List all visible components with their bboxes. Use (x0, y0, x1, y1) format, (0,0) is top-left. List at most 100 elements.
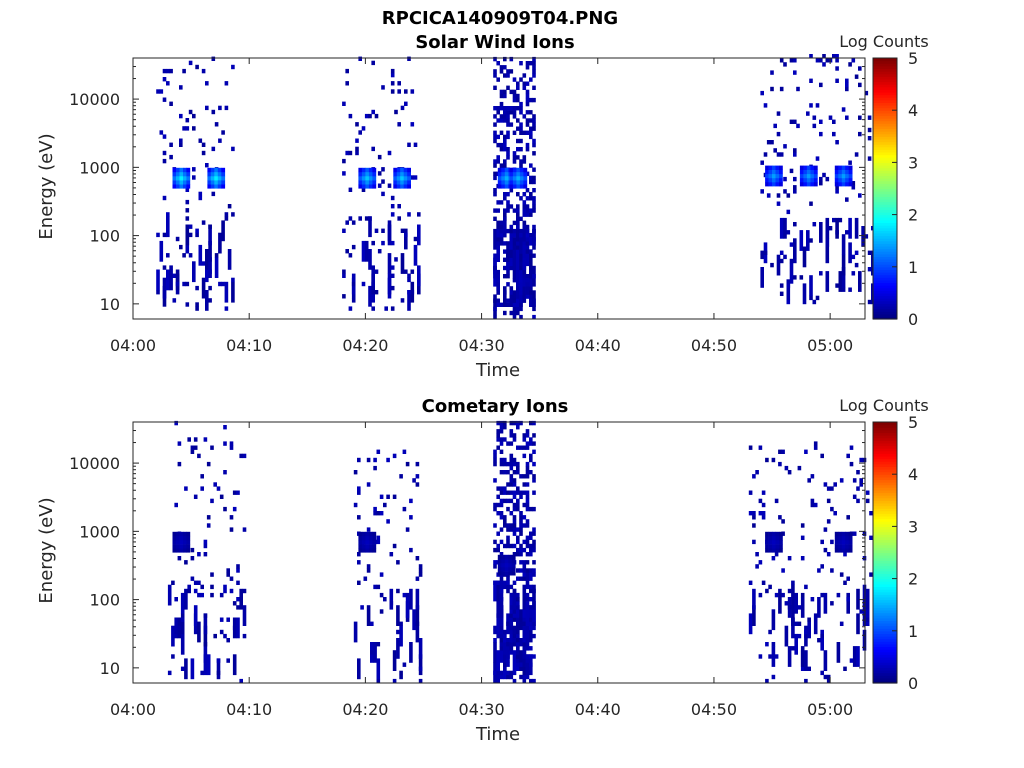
colorbar-segment (873, 476, 897, 481)
bin (846, 453, 850, 459)
bin (166, 216, 170, 238)
y-tick-label: 10000 (69, 454, 120, 473)
peak-bin (845, 169, 849, 175)
bin (516, 506, 520, 512)
bin (503, 420, 507, 426)
bin (763, 250, 768, 255)
bin (493, 192, 497, 197)
bin (208, 285, 212, 291)
bin (774, 552, 779, 557)
bin (778, 592, 782, 614)
y-tick-label: 10000 (69, 90, 120, 109)
bin (838, 271, 843, 292)
peak-bin (372, 540, 377, 545)
bin (525, 245, 530, 267)
bin (525, 498, 530, 504)
peak-bin (848, 173, 853, 179)
peak-bin (172, 531, 177, 537)
peak-bin (775, 544, 780, 549)
peak-bin (361, 180, 366, 185)
bin (516, 138, 520, 144)
bin (509, 613, 514, 635)
bin (201, 220, 206, 225)
bin (503, 662, 507, 667)
peak-bin (221, 167, 226, 173)
bin (532, 621, 536, 626)
bin (516, 81, 520, 86)
bin (213, 633, 217, 639)
bin (748, 613, 753, 635)
peak-bin (845, 165, 849, 170)
colorbar-tick-label: 1 (908, 258, 918, 277)
colorbar-segment (873, 298, 897, 302)
bin (499, 93, 504, 99)
bin (807, 666, 811, 671)
bin (193, 445, 198, 450)
bin (793, 119, 797, 124)
bin (171, 654, 175, 659)
bin (499, 588, 504, 594)
bin (509, 89, 514, 95)
bin (366, 568, 371, 573)
peak-bin (176, 548, 180, 553)
bin (854, 74, 859, 79)
colorbar-tick-label: 3 (908, 153, 918, 172)
colorbar-segment (873, 235, 897, 239)
bin (231, 146, 235, 152)
bin (819, 271, 823, 276)
bin (503, 633, 507, 655)
bin (195, 285, 199, 291)
bin (812, 222, 817, 227)
colorbar-segment (873, 154, 897, 158)
peak-bin (214, 171, 219, 177)
peak-bin (179, 180, 184, 185)
bin (809, 238, 813, 243)
colorbar-segment (873, 609, 897, 614)
colorbar-segment (873, 636, 897, 640)
bin (752, 511, 756, 516)
bin (856, 498, 860, 504)
peak-bin (210, 180, 215, 185)
bin (791, 646, 795, 651)
bin (198, 244, 203, 266)
bin (499, 461, 504, 467)
bin (765, 678, 769, 684)
bin (509, 122, 514, 127)
peak-bin (512, 171, 517, 177)
bin (493, 175, 497, 181)
peak-bin (779, 177, 783, 183)
bin (779, 283, 784, 288)
bin (519, 662, 523, 667)
bin (779, 291, 784, 296)
bin (532, 314, 536, 320)
bin (236, 568, 240, 573)
colorbar-segment (873, 303, 897, 307)
bin (846, 592, 850, 614)
bin (529, 654, 533, 659)
peak-bin (775, 540, 780, 545)
bin (512, 159, 517, 164)
bin (755, 564, 759, 569)
bin (374, 228, 379, 233)
peak-bin (497, 554, 502, 560)
bin (783, 189, 787, 194)
bin (512, 523, 517, 528)
peak-bin (523, 171, 528, 177)
bin (387, 183, 392, 188)
bin (516, 278, 520, 299)
bin (389, 601, 394, 606)
peak-bin (172, 176, 177, 181)
colorbar-segment (873, 500, 897, 504)
peak-bin (765, 544, 769, 549)
bin (390, 195, 395, 201)
bin (223, 633, 227, 639)
bin (506, 274, 510, 279)
bin (509, 286, 514, 307)
bin (236, 617, 240, 639)
bin (182, 126, 186, 131)
bin (532, 73, 536, 78)
bin (198, 195, 203, 201)
bin (529, 531, 533, 536)
peak-bin (186, 535, 191, 541)
bin (366, 457, 371, 463)
